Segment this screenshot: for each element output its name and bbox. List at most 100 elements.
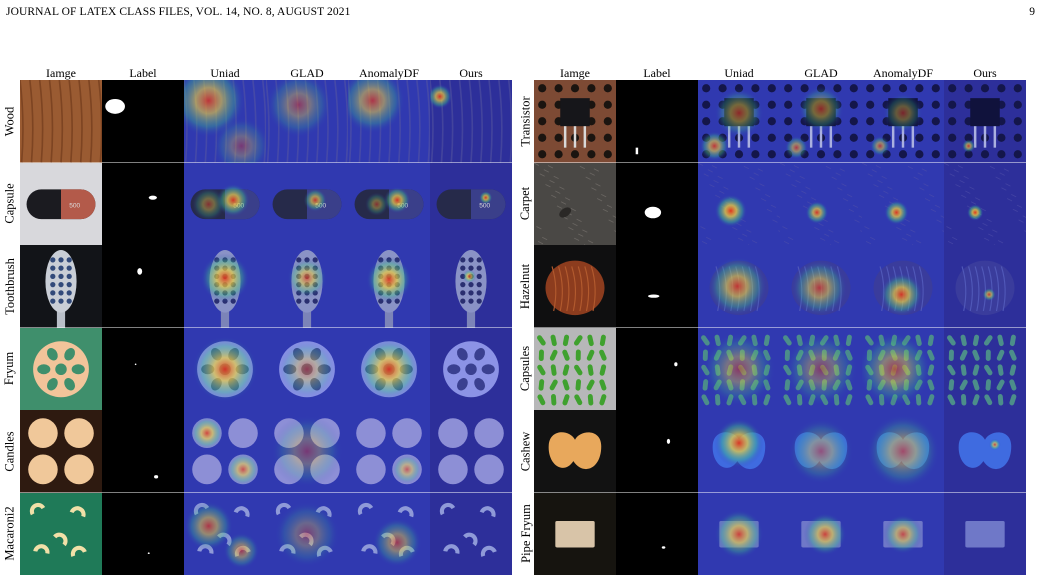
row-label-capsules: Capsules <box>516 328 536 411</box>
running-head: JOURNAL OF LATEX CLASS FILES, VOL. 14, N… <box>6 6 351 18</box>
image-transistor-glad <box>780 80 862 163</box>
image-toothbrush-iamge <box>20 245 102 328</box>
row-label-text: Toothbrush <box>2 257 17 315</box>
heat-blob <box>479 190 493 204</box>
heat-blob <box>798 85 844 132</box>
image-fryum-glad <box>266 327 348 410</box>
row-label-text: Macaroni2 <box>2 506 17 561</box>
image-capsules-glad <box>780 327 862 410</box>
image-candles-anomalydf <box>348 410 430 493</box>
heat-blob <box>384 186 411 213</box>
heat-blob <box>699 131 730 161</box>
image-cashew-ours <box>944 410 1026 493</box>
image-toothbrush-ours <box>430 245 512 328</box>
row-label-text: Transistor <box>518 96 533 147</box>
image-carpet-anomalydf <box>862 162 944 245</box>
column-header-glad: GLAD <box>804 66 838 80</box>
heat-blob <box>702 331 776 406</box>
anomaly-mask <box>644 206 662 218</box>
image-capsule-glad: 500 <box>266 162 348 245</box>
image-macaroni2-iamge <box>20 492 102 575</box>
row-label-candles: Candles <box>0 410 20 493</box>
heat-blob <box>714 418 764 468</box>
anomaly-mask <box>134 362 137 365</box>
image-carpet-label <box>616 162 698 245</box>
heat-blob <box>462 269 476 283</box>
row-label-carpet: Carpet <box>516 163 536 246</box>
heat-blob <box>200 253 250 303</box>
column-header-uniad: Uniad <box>724 66 754 80</box>
page-number: 9 <box>1029 6 1035 18</box>
image-pipe-fryum-glad <box>780 492 862 575</box>
row-label-text: Cashew <box>518 431 533 472</box>
heat-blob <box>884 199 909 225</box>
heat-blob <box>430 84 453 109</box>
anomaly-mask <box>137 268 143 275</box>
image-cashew-anomalydf <box>862 410 944 493</box>
column-header-ours: Ours <box>973 66 997 80</box>
svg-text:500: 500 <box>479 202 490 209</box>
row-label-text: Wood <box>2 106 17 137</box>
image-hazelnut-uniad <box>698 245 780 328</box>
heat-blob <box>966 203 984 221</box>
row-label-text: Candles <box>2 431 17 472</box>
right-figure-panel: Iamge Label Uniad GLAD AnomalyDF Ours Transist… <box>518 66 1038 580</box>
heat-blob <box>192 335 258 402</box>
heat-blob <box>287 258 327 298</box>
image-wood-anomalydf <box>348 80 430 163</box>
svg-text:500: 500 <box>69 202 80 209</box>
column-header-anomalydf: AnomalyDF <box>359 66 419 80</box>
image-wood-iamge <box>20 80 102 163</box>
image-candles-glad <box>266 410 348 493</box>
image-pipe-fryum-label <box>616 492 698 575</box>
row-label-wood: Wood <box>0 80 20 163</box>
anomaly-mask <box>674 361 678 366</box>
row-label-text: Pipe Fryum <box>518 504 533 564</box>
heat-blob <box>866 414 940 489</box>
anomaly-mask <box>148 195 157 200</box>
image-fryum-uniad <box>184 327 266 410</box>
row-label-macaroni2: Macaroni2 <box>0 493 20 576</box>
image-candles-uniad <box>184 410 266 493</box>
column-header-iamge: Iamge <box>46 66 76 80</box>
image-capsules-anomalydf <box>862 327 944 410</box>
column-header-label: Label <box>129 66 157 80</box>
heat-blob <box>784 136 808 160</box>
anomaly-mask <box>154 475 159 479</box>
image-capsule-uniad: 500 <box>184 162 266 245</box>
image-fryum-label <box>102 327 184 410</box>
image-wood-glad <box>266 80 348 163</box>
image-wood-label <box>102 80 184 163</box>
anomaly-mask <box>661 545 666 549</box>
column-header-iamge: Iamge <box>560 66 590 80</box>
image-cashew-iamge <box>534 410 616 493</box>
row-label-hazelnut: Hazelnut <box>516 245 536 328</box>
image-transistor-uniad <box>698 80 780 163</box>
image-toothbrush-anomalydf <box>348 245 430 328</box>
heat-blob <box>270 414 344 488</box>
heat-blob <box>348 80 406 134</box>
image-capsules-ours <box>944 327 1026 410</box>
row-label-text: Fryum <box>2 352 17 386</box>
image-capsules-iamge <box>534 327 616 410</box>
row-label-transistor: Transistor <box>516 80 536 163</box>
heat-blob <box>392 454 422 485</box>
image-transistor-anomalydf <box>862 80 944 163</box>
heat-blob <box>365 192 389 216</box>
image-toothbrush-label <box>102 245 184 328</box>
image-hazelnut-iamge <box>534 245 616 328</box>
image-hazelnut-label <box>616 245 698 328</box>
image-transistor-ours <box>944 80 1026 163</box>
image-candles-iamge <box>20 410 102 493</box>
image-candles-label <box>102 410 184 493</box>
row-label-capsule: Capsule <box>0 163 20 246</box>
image-fryum-iamge <box>20 327 102 410</box>
image-toothbrush-uniad <box>184 245 266 328</box>
image-toothbrush-glad <box>266 245 348 328</box>
image-pipe-fryum-iamge <box>534 492 616 575</box>
heat-blob <box>880 273 923 316</box>
heat-blob <box>803 512 847 556</box>
image-carpet-iamge <box>534 162 616 245</box>
row-label-text: Capsules <box>518 346 533 392</box>
heat-blob <box>190 416 224 450</box>
